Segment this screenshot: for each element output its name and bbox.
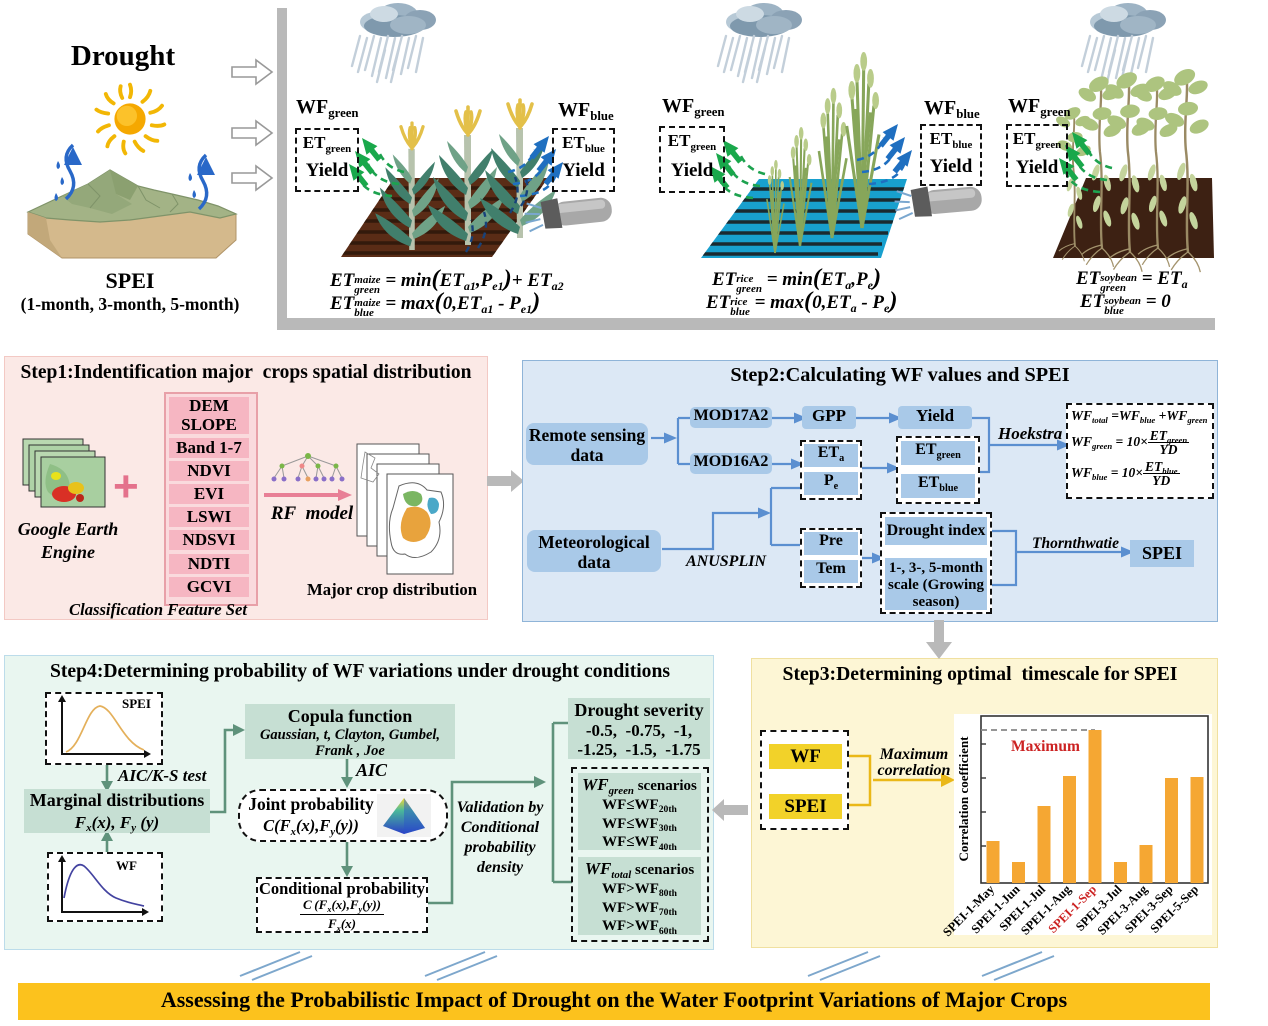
svg-text:Maximum: Maximum — [1011, 738, 1080, 755]
svg-text:WF: WF — [116, 858, 137, 873]
svg-text:SPEI: SPEI — [122, 696, 151, 711]
svg-text:Correlation coefficient: Correlation coefficient — [956, 736, 971, 862]
